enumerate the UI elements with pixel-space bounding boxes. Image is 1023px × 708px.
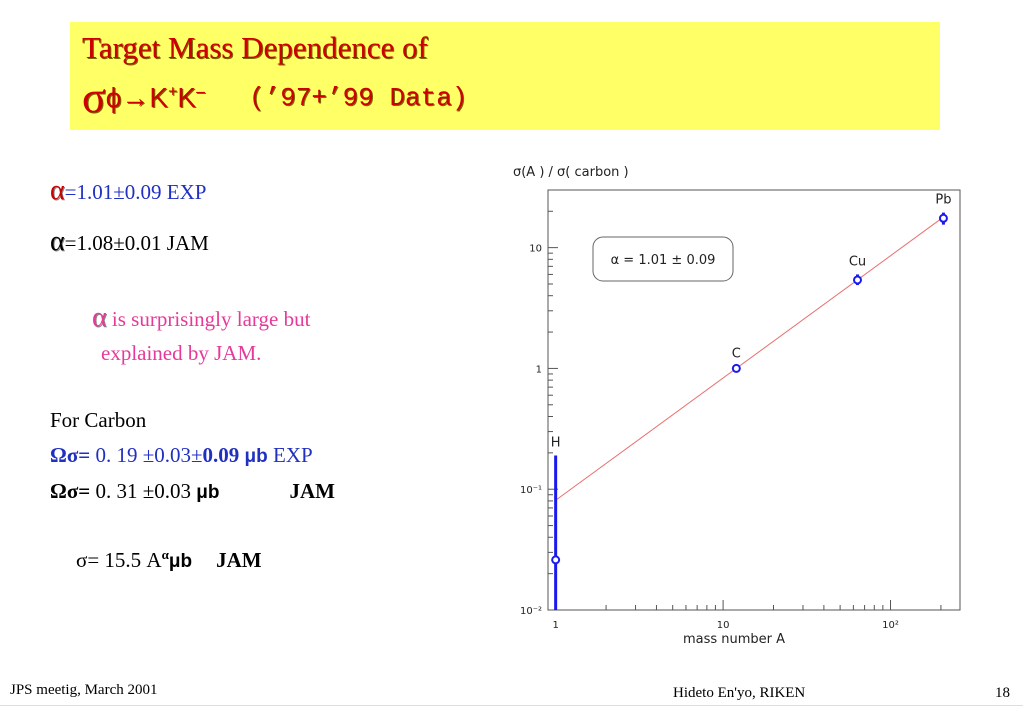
point-label: H: [551, 436, 561, 451]
footer-center: Hideto En'yo, RIKEN: [673, 685, 806, 701]
for-carbon-label: For Carbon: [50, 408, 147, 432]
title-reaction: ϕ→K+K–: [105, 81, 206, 113]
marker: [551, 555, 561, 565]
marker: [852, 275, 862, 285]
slide-title: Target Mass Dependence of: [82, 30, 428, 65]
carbon-jam-line: Ωσ= 0. 31 ±0.03 μb JAM: [50, 479, 335, 503]
marker: [938, 213, 948, 223]
data-point-c: C: [731, 346, 741, 373]
x-tick-label: 10: [717, 620, 730, 631]
footer-divider: [0, 705, 1023, 706]
x-tick-label: 10²: [882, 620, 899, 631]
y-tick-label: 1: [536, 364, 542, 375]
slide-title-formula: σϕ→K+K– (’97+’99 Data): [82, 72, 467, 123]
note-line2: explained by JAM.: [101, 341, 262, 365]
page-number: 18: [995, 685, 1010, 701]
point-label: Cu: [849, 254, 866, 269]
fit-line: [555, 216, 944, 501]
title-sigma: σ: [82, 73, 106, 122]
alpha-annotation-text: α = 1.01 ± 0.09: [611, 253, 716, 268]
y-tick-label: 10: [529, 244, 542, 255]
mass-dependence-plot: σ(A ) / σ( carbon ) 1 10 10² 10⁻² 10⁻¹ 1 10 H C…: [513, 165, 961, 647]
alpha-symbol: α: [50, 226, 65, 257]
alpha-exp-line: α=1.01±0.09 EXP: [50, 175, 206, 207]
plot-frame: [547, 189, 961, 611]
marker: [731, 363, 741, 373]
point-label: C: [732, 346, 741, 361]
data-point-cu: Cu: [849, 254, 866, 286]
data-point-pb: Pb: [935, 193, 951, 225]
y-tick-label: 10⁻¹: [520, 485, 542, 496]
chart-title: σ(A ) / σ( carbon ): [513, 165, 629, 180]
alpha-symbol: α: [50, 175, 65, 206]
alpha-annotation-box: α = 1.01 ± 0.09: [592, 236, 734, 282]
alpha-jam-value: =1.08±0.01 JAM: [64, 231, 209, 255]
y-tick-label: 10⁻²: [520, 606, 542, 617]
cross-section-formula: σ= 15.5 Aαμb JAM: [76, 547, 262, 572]
alpha-exp-value: =1.01±0.09 EXP: [64, 180, 207, 204]
note-line1: α is surprisingly large but: [92, 302, 311, 333]
title-banner: Target Mass Dependence of σϕ→K+K– (’97+’9…: [70, 22, 940, 130]
alpha-jam-line: α=1.08±0.01 JAM: [50, 226, 209, 258]
footer-left: JPS meetig, March 2001: [10, 682, 158, 698]
x-tick-label: 1: [552, 620, 558, 631]
alpha-symbol: α: [92, 302, 107, 333]
title-data-tag: (’97+’99 Data): [249, 82, 468, 113]
point-label: Pb: [935, 193, 951, 208]
x-axis-label: mass number A: [683, 632, 785, 647]
carbon-exp-line: Ωσ= 0. 19 ±0.03±0.09 μb EXP: [50, 443, 313, 467]
data-point-h: H: [551, 436, 561, 610]
